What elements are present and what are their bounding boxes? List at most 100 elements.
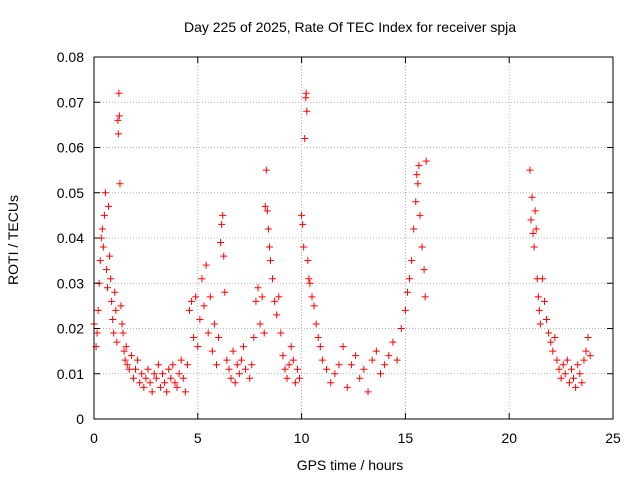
data-point — [421, 293, 429, 301]
data-point — [414, 180, 422, 188]
data-point — [553, 356, 561, 364]
data-point — [127, 352, 135, 360]
data-point — [219, 211, 227, 219]
data-point — [110, 329, 118, 337]
data-point — [582, 347, 590, 355]
data-point — [381, 361, 389, 369]
y-axis-label: ROTI / TECUs — [5, 195, 21, 285]
data-point — [406, 275, 414, 283]
data-point — [271, 297, 279, 305]
data-point — [218, 220, 226, 228]
y-tick-label: 0.07 — [57, 94, 84, 110]
data-point — [389, 338, 397, 346]
data-point — [122, 343, 130, 351]
data-point — [413, 171, 421, 179]
data-point — [393, 356, 401, 364]
data-point — [113, 338, 121, 346]
data-point — [242, 365, 250, 373]
data-point — [303, 107, 311, 115]
data-point — [287, 343, 295, 351]
data-point — [119, 329, 127, 337]
y-tick-label: 0.05 — [57, 185, 84, 201]
data-point — [231, 379, 239, 387]
data-point — [190, 334, 198, 342]
data-point — [343, 383, 351, 391]
data-point — [301, 134, 309, 142]
data-point — [314, 334, 322, 342]
data-point — [551, 334, 559, 342]
data-point — [316, 343, 324, 351]
data-point — [215, 334, 223, 342]
data-point — [557, 374, 565, 382]
data-point — [210, 320, 218, 328]
data-point — [563, 356, 571, 364]
data-point — [163, 388, 171, 396]
data-point — [296, 374, 304, 382]
data-point — [570, 374, 578, 382]
data-point — [323, 365, 331, 373]
data-point — [538, 275, 546, 283]
data-point — [304, 257, 312, 265]
data-point — [256, 320, 264, 328]
data-point — [227, 374, 235, 382]
data-point — [183, 361, 191, 369]
data-point — [578, 379, 586, 387]
data-point — [233, 361, 241, 369]
data-point — [123, 361, 131, 369]
data-point — [117, 302, 125, 310]
data-point — [416, 211, 424, 219]
data-point — [264, 225, 272, 233]
data-point — [173, 383, 181, 391]
data-point — [269, 275, 277, 283]
data-point — [101, 189, 109, 197]
data-point — [335, 361, 343, 369]
data-point — [196, 315, 204, 323]
data-point — [376, 370, 384, 378]
data-point — [300, 243, 308, 251]
data-point — [134, 356, 142, 364]
data-point — [185, 306, 193, 314]
data-point — [194, 343, 202, 351]
data-point — [291, 379, 299, 387]
data-point — [347, 361, 355, 369]
data-point — [561, 370, 569, 378]
data-point — [248, 361, 256, 369]
data-point — [102, 266, 110, 274]
x-tick-label: 5 — [194, 430, 202, 446]
data-point — [100, 211, 108, 219]
data-point — [108, 297, 116, 305]
data-point — [136, 379, 144, 387]
data-point — [559, 361, 567, 369]
data-point — [208, 347, 216, 355]
data-point — [165, 365, 173, 373]
data-point — [408, 257, 416, 265]
data-point — [535, 306, 543, 314]
data-point — [281, 365, 289, 373]
data-point — [531, 207, 539, 215]
data-point — [293, 365, 301, 373]
data-point — [545, 329, 553, 337]
data-point — [302, 89, 310, 97]
data-point — [111, 288, 119, 296]
data-point — [356, 374, 364, 382]
data-point — [175, 370, 183, 378]
data-point — [156, 383, 164, 391]
data-point — [204, 329, 212, 337]
data-point — [198, 275, 206, 283]
data-point — [415, 162, 423, 170]
data-point — [279, 352, 287, 360]
data-point — [555, 365, 563, 373]
data-point — [148, 388, 156, 396]
data-point — [339, 343, 347, 351]
data-point — [298, 211, 306, 219]
data-point — [235, 370, 243, 378]
data-point — [179, 374, 187, 382]
data-point — [250, 334, 258, 342]
data-point — [536, 320, 544, 328]
data-point — [305, 275, 313, 283]
y-tick-label: 0.02 — [57, 321, 84, 337]
data-point — [188, 297, 196, 305]
data-point — [181, 388, 189, 396]
data-point — [360, 365, 368, 373]
